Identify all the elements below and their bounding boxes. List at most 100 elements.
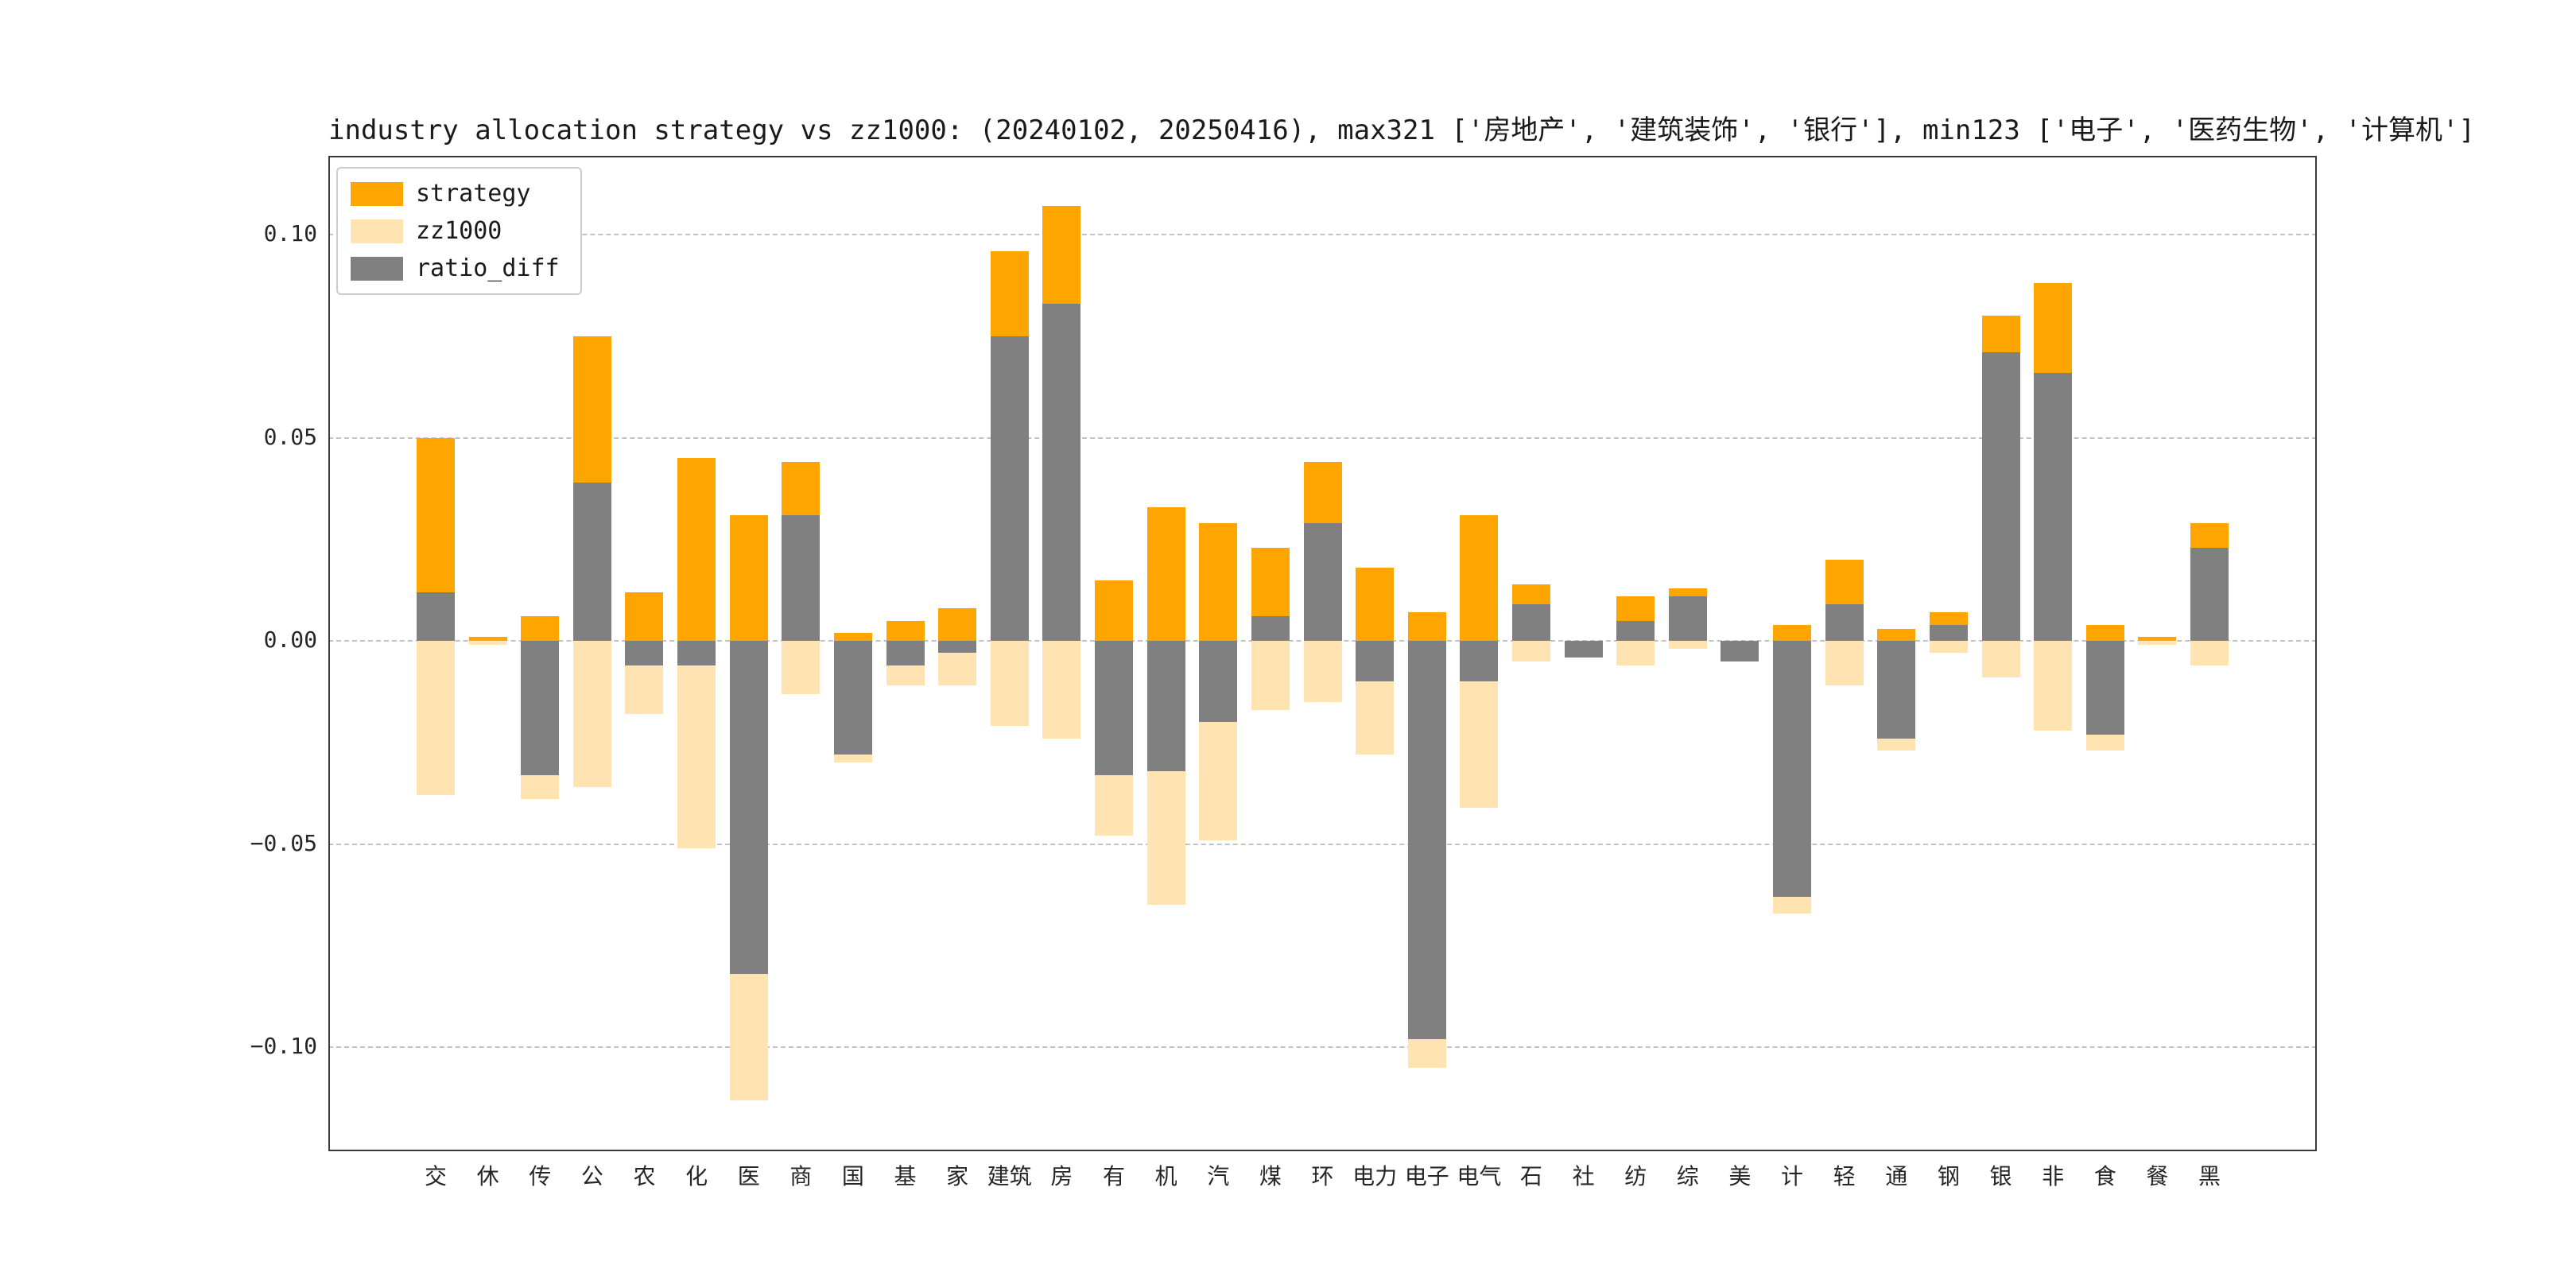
plot-area: [328, 156, 2317, 1151]
x-tick-label: 汽: [1207, 1163, 1230, 1189]
legend-swatch: [351, 256, 403, 281]
y-tick-label: 0.10: [263, 220, 317, 247]
bar-zz1000-交: [417, 641, 455, 796]
bar-ratio-diff-银: [1981, 352, 2020, 642]
bar-zz1000-房: [1042, 641, 1081, 739]
legend-swatch: [351, 181, 403, 206]
bar-ratio-diff-国: [833, 641, 872, 755]
x-tick-label: 电子: [1404, 1163, 1449, 1189]
legend: strategy zz1000 ratio_diff: [336, 167, 582, 295]
x-tick-label: 公: [580, 1163, 603, 1189]
x-tick-label: 家: [946, 1163, 969, 1189]
bar-zz1000-休: [468, 641, 507, 646]
x-tick-label: 纺: [1624, 1163, 1647, 1189]
bar-ratio-diff-基: [886, 641, 925, 665]
x-tick-label: 社: [1572, 1163, 1595, 1189]
legend-item-zz1000: zz1000: [351, 217, 560, 245]
legend-swatch: [351, 219, 403, 243]
x-tick-label: 综: [1676, 1163, 1699, 1189]
x-tick-label: 国: [841, 1163, 864, 1189]
legend-label: ratio_diff: [416, 254, 560, 282]
bar-ratio-diff-社: [1564, 641, 1603, 658]
x-tick-label: 黑: [2198, 1163, 2221, 1189]
x-tick-label: 非: [2042, 1163, 2065, 1189]
bar-strategy-家: [938, 608, 977, 642]
bar-zz1000-黑: [2190, 641, 2229, 665]
bar-zz1000-石: [1511, 641, 1550, 661]
bar-zz1000-建筑: [990, 641, 1029, 727]
x-tick-label: 煤: [1259, 1163, 1282, 1189]
x-tick-label: 银: [1989, 1163, 2012, 1189]
bar-ratio-diff-公: [572, 482, 611, 642]
bar-ratio-diff-纺: [1616, 620, 1655, 642]
x-tick-label: 食: [2093, 1163, 2116, 1189]
bar-ratio-diff-有: [1095, 641, 1134, 775]
bar-ratio-diff-电气: [1460, 641, 1499, 682]
bar-strategy-汽: [1199, 522, 1238, 642]
bar-ratio-diff-美: [1721, 641, 1759, 661]
x-tick-label: 轻: [1833, 1163, 1856, 1189]
bar-ratio-diff-食: [2085, 641, 2124, 735]
x-tick-label: 农: [633, 1163, 656, 1189]
bar-zz1000-银: [1981, 641, 2020, 678]
y-tick-label: 0.05: [263, 423, 317, 450]
bar-zz1000-非: [2034, 641, 2073, 731]
bar-zz1000-环: [1303, 641, 1342, 702]
gridline: [328, 843, 2317, 845]
x-tick-label: 石: [1519, 1163, 1542, 1189]
x-tick-label: 休: [476, 1163, 499, 1189]
bar-zz1000-纺: [1616, 641, 1655, 665]
y-tick-label: −0.05: [250, 829, 317, 856]
gridline: [328, 234, 2317, 236]
bar-ratio-diff-汽: [1199, 641, 1238, 723]
bar-ratio-diff-化: [677, 641, 716, 665]
x-tick-label: 基: [894, 1163, 917, 1189]
bar-strategy-餐: [2138, 637, 2177, 642]
x-tick-label: 钢: [1937, 1163, 1960, 1189]
x-tick-label: 机: [1154, 1163, 1177, 1189]
chart-title: industry allocation strategy vs zz1000: …: [328, 114, 2475, 146]
x-tick-label: 环: [1311, 1163, 1334, 1189]
x-tick-label: 通: [1885, 1163, 1908, 1189]
x-tick-label: 有: [1103, 1163, 1126, 1189]
bar-strategy-电子: [1407, 612, 1446, 642]
bar-strategy-计: [1773, 624, 1812, 642]
bar-strategy-机: [1146, 506, 1185, 642]
bar-strategy-电力: [1356, 568, 1395, 642]
x-tick-label: 化: [685, 1163, 708, 1189]
x-tick-label: 餐: [2146, 1163, 2169, 1189]
bar-strategy-医: [729, 514, 768, 642]
bar-ratio-diff-煤: [1251, 616, 1290, 642]
bar-strategy-通: [1877, 628, 1916, 642]
bar-zz1000-煤: [1251, 641, 1290, 711]
x-tick-label: 传: [529, 1163, 552, 1189]
bar-ratio-diff-电力: [1356, 641, 1395, 682]
bar-strategy-化: [677, 458, 716, 642]
x-tick-label: 医: [737, 1163, 760, 1189]
bar-strategy-基: [886, 620, 925, 642]
x-tick-label: 房: [1050, 1163, 1073, 1189]
bar-ratio-diff-商: [782, 514, 821, 642]
x-tick-label: 计: [1781, 1163, 1804, 1189]
gridline: [328, 1046, 2317, 1049]
bar-strategy-休: [468, 637, 507, 642]
bar-ratio-diff-黑: [2190, 547, 2229, 642]
bar-ratio-diff-交: [417, 592, 455, 642]
bar-ratio-diff-电子: [1407, 641, 1446, 1039]
x-tick-label: 交: [424, 1163, 447, 1189]
bar-strategy-传: [521, 616, 560, 642]
bar-ratio-diff-环: [1303, 522, 1342, 642]
bar-zz1000-钢: [1929, 641, 1968, 654]
bar-ratio-diff-综: [1668, 596, 1707, 642]
bar-ratio-diff-轻: [1825, 604, 1864, 642]
bar-ratio-diff-钢: [1929, 624, 1968, 642]
legend-item-strategy: strategy: [351, 180, 560, 208]
bar-ratio-diff-石: [1511, 604, 1550, 642]
bar-ratio-diff-传: [521, 641, 560, 775]
bar-zz1000-公: [572, 641, 611, 788]
bar-ratio-diff-农: [625, 641, 664, 665]
bar-ratio-diff-计: [1773, 641, 1812, 898]
legend-label: zz1000: [416, 217, 502, 245]
bar-ratio-diff-机: [1146, 641, 1185, 771]
